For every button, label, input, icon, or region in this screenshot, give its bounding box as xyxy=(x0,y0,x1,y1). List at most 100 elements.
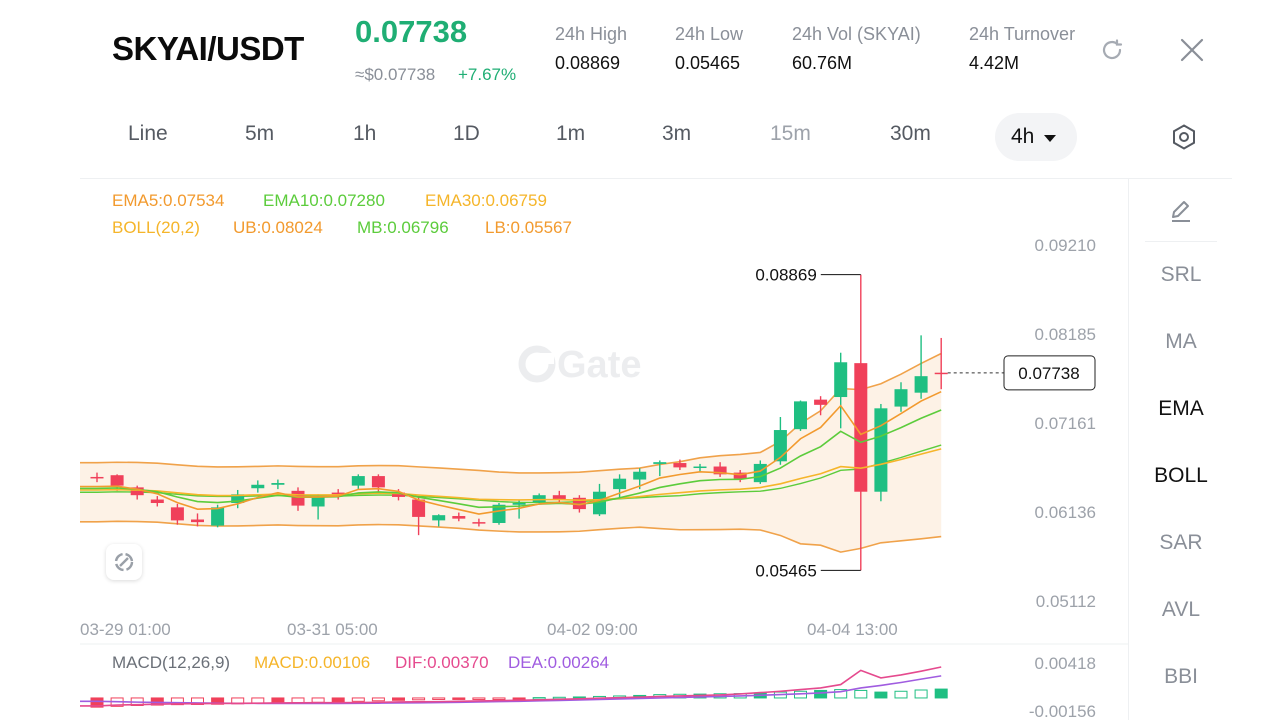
candle-body xyxy=(653,462,667,464)
candle-body xyxy=(231,494,245,504)
x-tick-label: 03-31 05:00 xyxy=(287,620,378,639)
candle-body xyxy=(412,499,426,517)
tab-5m[interactable]: 5m xyxy=(245,122,275,145)
macd-histogram-bar xyxy=(170,697,184,706)
legend-ema5: EMA5:0.07534 xyxy=(112,191,225,210)
candle-body xyxy=(512,503,526,505)
legend-macd: MACD:0.00106 xyxy=(254,653,371,672)
boll-lower-line xyxy=(80,520,942,553)
indicator-boll[interactable]: BOLL xyxy=(1154,464,1208,487)
stat-24h-low-value: 0.05465 xyxy=(675,53,741,73)
macd-histogram-bar xyxy=(894,690,908,699)
candle-body xyxy=(351,476,365,486)
y-tick-label: 0.08185 xyxy=(1035,325,1096,344)
tab-3m[interactable]: 3m xyxy=(662,122,692,145)
macd-pane: 0.00418 -0.00156 xyxy=(80,654,1096,720)
macd-histogram-bar xyxy=(512,697,526,700)
refresh-icon[interactable] xyxy=(1097,35,1127,65)
candle-body xyxy=(814,399,828,405)
tab-4h-dropdown[interactable]: 4h xyxy=(995,113,1077,161)
candle-body xyxy=(191,519,204,523)
macd-histogram-bar xyxy=(291,697,305,704)
macd-histogram-bar xyxy=(371,697,385,702)
macd-histogram-bar xyxy=(191,697,204,705)
low-marker-label: 0.05465 xyxy=(755,561,816,580)
legend-dif: DIF:0.00370 xyxy=(395,653,489,672)
candle-body xyxy=(130,487,144,496)
dif-line xyxy=(80,666,942,707)
stat-24h-high-value: 0.08869 xyxy=(555,53,621,73)
bollinger-bands xyxy=(80,352,942,553)
candle-body xyxy=(532,495,546,503)
stat-24h-low-label: 24h Low xyxy=(675,24,744,44)
dea-line xyxy=(80,675,942,705)
y-tick-label: 0.05112 xyxy=(1036,592,1096,611)
boll-fill xyxy=(80,353,942,553)
y-tick-label: 0.07161 xyxy=(1035,414,1096,433)
macd-histogram-bar xyxy=(412,697,426,701)
indicator-ema[interactable]: EMA xyxy=(1158,397,1204,420)
candle-body xyxy=(834,362,848,398)
candle-body xyxy=(452,516,466,519)
chart-reset-button[interactable] xyxy=(106,544,142,580)
indicator-avl[interactable]: AVL xyxy=(1161,598,1201,621)
candle-body xyxy=(593,491,606,515)
candle-body xyxy=(150,499,164,504)
legend-boll: BOLL(20,2) xyxy=(112,218,200,237)
macd-histogram-bar xyxy=(331,697,345,703)
legend-dea: DEA:0.00264 xyxy=(508,653,610,672)
candle-body xyxy=(170,507,184,521)
hexagon-settings-icon[interactable] xyxy=(1169,122,1199,152)
macd-histogram-bar xyxy=(814,689,828,699)
high-marker-label: 0.08869 xyxy=(755,266,816,285)
last-price-label: 0.07738 xyxy=(1018,364,1079,383)
last-price: 0.07738 xyxy=(355,14,468,49)
macd-histogram-bar xyxy=(351,697,365,702)
candle-body xyxy=(392,492,405,497)
tab-15m[interactable]: 15m xyxy=(770,122,811,145)
stat-24h-turnover-label: 24h Turnover xyxy=(969,24,1076,44)
macd-histogram-bar xyxy=(492,697,506,700)
macd-histogram-bar xyxy=(472,697,486,700)
chart-annotations: 0.08869 0.05465 0.07738 xyxy=(755,266,1096,580)
gate-watermark: Gate xyxy=(518,344,641,386)
candle-body xyxy=(914,376,928,393)
indicator-bbi[interactable]: BBI xyxy=(1164,665,1198,688)
indicator-sar[interactable]: SAR xyxy=(1159,531,1203,554)
legend-ema30: EMA30:0.06759 xyxy=(425,191,547,210)
candle-body xyxy=(492,504,506,523)
legend-ub: UB:0.08024 xyxy=(233,218,323,237)
x-axis: 03-29 01:00 03-31 05:00 04-02 09:00 04-04 1… xyxy=(80,620,898,639)
tab-line[interactable]: Line xyxy=(128,122,168,145)
candle-body xyxy=(673,463,687,468)
pencil-icon[interactable] xyxy=(1167,197,1195,230)
tab-30m[interactable]: 30m xyxy=(890,122,931,145)
candle-body xyxy=(934,372,948,375)
stat-24h-turnover-value: 4.42M xyxy=(969,53,1020,73)
tab-1d[interactable]: 1D xyxy=(453,122,480,145)
tab-1h[interactable]: 1h xyxy=(353,122,377,145)
kline-chart[interactable]: Gate 0.08869 0.05465 0.07738 0.09210 0.0818… xyxy=(80,178,1128,720)
pair-title: SKYAI/USDT xyxy=(112,30,304,67)
candle-body xyxy=(613,478,627,490)
candle-body xyxy=(211,507,225,526)
watermark-text: Gate xyxy=(557,344,641,386)
indicator-srl[interactable]: SRL xyxy=(1160,263,1202,286)
macd-histogram-bar xyxy=(311,697,325,703)
rotate-icon xyxy=(114,552,134,572)
indicator-side-panel: SRL MA EMA BOLL SAR AVL BBI xyxy=(1128,178,1232,720)
y-tick-label: 0.06136 xyxy=(1035,503,1096,522)
legend-lb: LB:0.05567 xyxy=(485,218,572,237)
macd-histogram-bar xyxy=(150,697,164,706)
legend-ema10: EMA10:0.07280 xyxy=(263,191,385,210)
close-icon[interactable] xyxy=(1177,35,1207,65)
candle-body xyxy=(110,475,124,486)
candle-body xyxy=(874,408,888,492)
indicator-ma[interactable]: MA xyxy=(1165,330,1197,353)
macd-tick-label: 0.00418 xyxy=(1035,654,1096,673)
tab-1m[interactable]: 1m xyxy=(556,122,586,145)
y-axis: 0.09210 0.08185 0.07161 0.06136 0.05112 xyxy=(1035,236,1096,611)
candle-body xyxy=(854,363,868,492)
candle-body xyxy=(572,497,586,510)
x-tick-label: 04-02 09:00 xyxy=(547,620,638,639)
